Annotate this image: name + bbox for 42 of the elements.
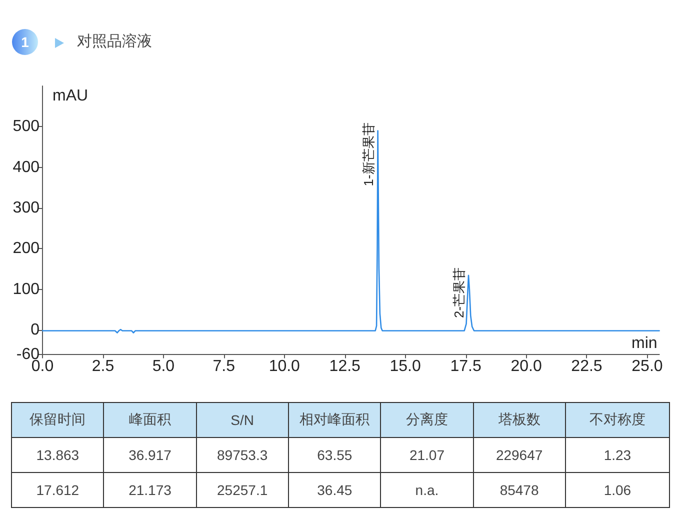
data-label: 89753.3 bbox=[196, 438, 288, 472]
chart-title: 对照品溶液 bbox=[77, 33, 152, 51]
data-label: 63.55 bbox=[288, 438, 381, 472]
category-label: 不对称度 bbox=[565, 402, 670, 438]
y-tick-label: 100 bbox=[12, 280, 40, 298]
x-tick-label: 2.5 bbox=[92, 358, 114, 375]
data-label: 1.23 bbox=[565, 438, 670, 472]
x-tick-label: 17.5 bbox=[450, 358, 482, 375]
x-tick-label: 7.5 bbox=[212, 358, 236, 375]
x-tick-label: 22.5 bbox=[571, 358, 602, 375]
x-tick-label: 5.0 bbox=[152, 358, 175, 375]
data-label: 21.07 bbox=[380, 438, 474, 472]
category-label: 分离度 bbox=[380, 402, 474, 438]
x-axis-title: min bbox=[632, 334, 658, 352]
category-label: 塔板数 bbox=[473, 402, 566, 438]
category-label: 保留时间 bbox=[12, 402, 104, 438]
annotation: 2-芒果苷 bbox=[452, 267, 467, 318]
data-label: 229647 bbox=[473, 438, 566, 472]
category-label: 相对峰面积 bbox=[288, 402, 381, 438]
data-label: 85478 bbox=[473, 472, 566, 508]
y-axis-title: mAU bbox=[52, 88, 88, 104]
x-tick-label: 15.0 bbox=[390, 358, 421, 375]
data-label: 36.45 bbox=[288, 472, 381, 508]
data-label: 36.917 bbox=[104, 438, 196, 472]
y-tick-label: 500 bbox=[12, 118, 40, 136]
data-label: n.a. bbox=[380, 472, 474, 508]
x-tick-label: 12.5 bbox=[329, 358, 361, 375]
y-tick-label: 400 bbox=[12, 158, 40, 176]
category-label: S/N bbox=[196, 402, 288, 438]
x-tick-label: 25.0 bbox=[632, 358, 663, 375]
category-label: 峰面积 bbox=[104, 402, 196, 438]
y-tick-label: 300 bbox=[12, 199, 40, 216]
data-label: 21.173 bbox=[104, 472, 196, 508]
y-tick-label: 0 bbox=[30, 321, 40, 338]
data-label: 25257.1 bbox=[196, 472, 288, 508]
data-label: 13.863 bbox=[12, 438, 104, 472]
y-tick-label: 200 bbox=[12, 240, 40, 258]
x-tick-label: 10.0 bbox=[268, 358, 300, 375]
x-tick-label: 20.0 bbox=[510, 358, 542, 375]
data-label: 17.612 bbox=[12, 472, 104, 508]
data-label: 1.06 bbox=[565, 472, 670, 508]
annotation: 1-新芒果苷 bbox=[360, 122, 376, 186]
